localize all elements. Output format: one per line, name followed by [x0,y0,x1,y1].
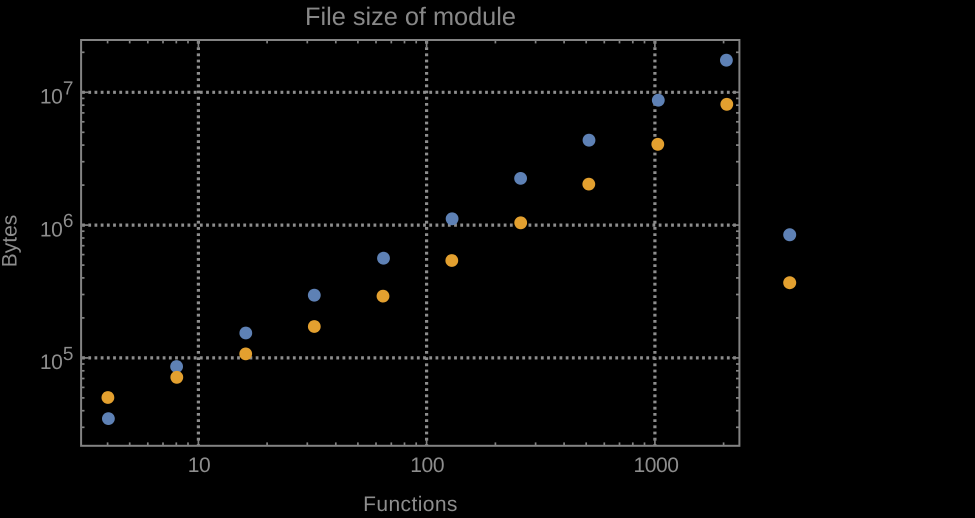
svg-text:1000: 1000 [633,454,678,477]
svg-text:10: 10 [40,85,63,108]
svg-text:10: 10 [188,454,211,477]
svg-text:100: 100 [410,454,444,477]
svg-text:6: 6 [63,211,74,232]
svg-text:File size of module: File size of module [305,3,516,31]
svg-text:7: 7 [63,78,74,99]
svg-text:Bytes: Bytes [0,215,22,268]
svg-text:10: 10 [40,351,63,374]
svg-text:10: 10 [40,218,63,241]
svg-text:Functions: Functions [363,493,458,513]
svg-text:5: 5 [63,344,74,365]
